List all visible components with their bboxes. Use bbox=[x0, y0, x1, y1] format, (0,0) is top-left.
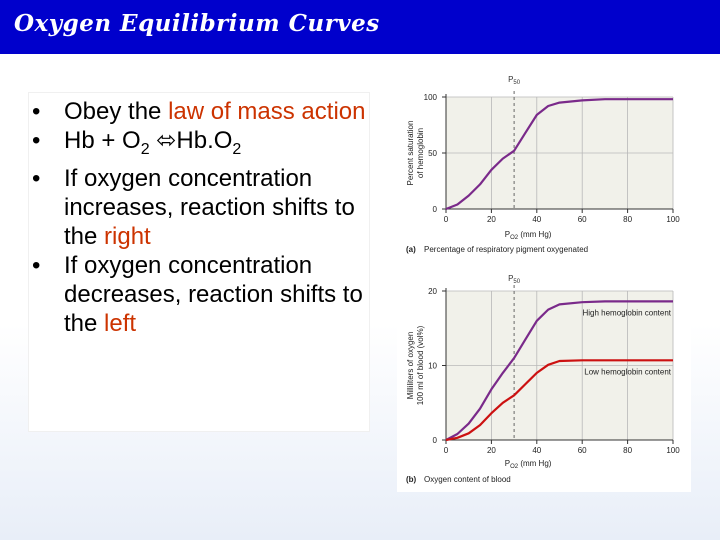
x-tick-label: 60 bbox=[578, 446, 587, 455]
x-axis-label-unit: (mm Hg) bbox=[518, 230, 552, 239]
series-line bbox=[445, 98, 673, 211]
y-tick-label: 0 bbox=[433, 436, 438, 445]
x-axis-label: PO2 (mm Hg) bbox=[505, 459, 552, 470]
equation-subscript: 2 bbox=[232, 140, 242, 158]
slide-title: Oxygen Equilibrium Curves bbox=[14, 10, 380, 37]
series-label: High hemoglobin content bbox=[582, 308, 671, 317]
equation-right: Hb.O bbox=[176, 127, 233, 154]
bullet-text: If oxygen concentration increases, react… bbox=[64, 164, 355, 250]
x-tick-label: 0 bbox=[444, 446, 449, 455]
equation-left: Hb + O bbox=[64, 127, 141, 154]
bullet-item-increase: If oxygen concentration increases, react… bbox=[29, 164, 369, 251]
double-arrow-icon: ⬄ bbox=[149, 127, 177, 154]
x-axis-label: PO2 (mm Hg) bbox=[505, 230, 552, 241]
y-axis-label-line1: Percent saturation bbox=[406, 121, 415, 186]
y-tick-label: 100 bbox=[424, 93, 438, 102]
p50-label: P50 bbox=[508, 274, 521, 285]
y-axis-label-line1: Milliliters of oxygen bbox=[406, 332, 415, 400]
bullet-item-equation: Hb + O2 ⬄Hb.O2 bbox=[29, 126, 369, 164]
oxygen-curves-figure: P50 0 50 100 0 20 40 60 80 100 PO2 (mm Hg) Percent … bbox=[397, 66, 691, 492]
x-tick-label: 80 bbox=[623, 446, 632, 455]
x-tick-label: 60 bbox=[578, 215, 587, 224]
y-axis-label-line2: 100 ml of blood (vol%) bbox=[416, 325, 425, 405]
x-tick-label: 20 bbox=[487, 215, 496, 224]
y-tick-label: 20 bbox=[428, 287, 437, 296]
bullet-text: If oxygen concentration decreases, react… bbox=[64, 251, 363, 337]
y-tick-label: 50 bbox=[428, 149, 437, 158]
highlight-text: right bbox=[104, 222, 151, 250]
series-label: Low hemoglobin content bbox=[584, 367, 672, 376]
x-axis-label-unit: (mm Hg) bbox=[518, 459, 552, 468]
y-axis-label-line2: of hemoglobin bbox=[416, 128, 425, 178]
panel-caption: Percentage of respiratory pigment oxygen… bbox=[424, 245, 588, 254]
panel-caption: Oxygen content of blood bbox=[424, 475, 511, 484]
x-tick-label: 40 bbox=[532, 446, 541, 455]
y-tick-label: 0 bbox=[433, 205, 438, 214]
x-axis-label-subscript: O2 bbox=[510, 464, 519, 470]
p50-label: P50 bbox=[508, 75, 521, 86]
x-tick-label: 40 bbox=[532, 215, 541, 224]
bullet-text-box: Obey the law of mass action Hb + O2 ⬄Hb.… bbox=[29, 93, 369, 431]
bullet-item-decrease: If oxygen concentration decreases, react… bbox=[29, 251, 369, 338]
x-tick-label: 100 bbox=[666, 446, 680, 455]
p50-subscript: 50 bbox=[513, 80, 520, 86]
bullet-text: Obey the bbox=[64, 98, 169, 125]
bullet-list: Obey the law of mass action Hb + O2 ⬄Hb.… bbox=[29, 97, 369, 338]
x-tick-label: 20 bbox=[487, 446, 496, 455]
x-tick-label: 80 bbox=[623, 215, 632, 224]
x-tick-label: 100 bbox=[666, 215, 680, 224]
x-axis-label-subscript: O2 bbox=[510, 235, 519, 241]
bullet-item-mass-action: Obey the law of mass action bbox=[29, 97, 369, 126]
p50-subscript: 50 bbox=[513, 279, 520, 285]
x-tick-label: 0 bbox=[444, 215, 449, 224]
panel-id: (b) bbox=[406, 475, 417, 484]
series-line bbox=[445, 359, 673, 442]
series-line bbox=[445, 300, 673, 441]
highlight-text: law of mass action bbox=[168, 98, 366, 125]
y-tick-label: 10 bbox=[428, 362, 437, 371]
equation-subscript: 2 bbox=[140, 140, 150, 158]
panel-id: (a) bbox=[406, 245, 416, 254]
title-bar: Oxygen Equilibrium Curves bbox=[0, 0, 720, 54]
highlight-text: left bbox=[104, 309, 137, 337]
